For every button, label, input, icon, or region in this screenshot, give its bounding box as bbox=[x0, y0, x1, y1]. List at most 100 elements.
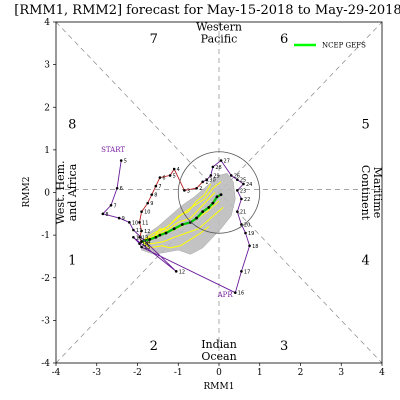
observed-day-label: 13 bbox=[142, 235, 148, 241]
observed-day-label: 12 bbox=[179, 269, 185, 275]
forecast-mean-point bbox=[172, 227, 176, 231]
observed-point bbox=[209, 174, 213, 177]
x-tick-label: 1 bbox=[257, 368, 263, 378]
observed-day-label: 4 bbox=[177, 167, 180, 173]
observed-day-label: 15 bbox=[144, 245, 150, 251]
observed-point bbox=[140, 229, 143, 233]
observed-point bbox=[119, 159, 123, 162]
x-tick-label: 4 bbox=[379, 368, 385, 378]
annotations: START APR bbox=[101, 146, 233, 299]
observed-point bbox=[205, 178, 209, 182]
forecast-mean-point bbox=[189, 220, 192, 224]
y-tick-label: -2 bbox=[41, 274, 50, 284]
observed-day-label: 8 bbox=[105, 212, 108, 218]
y-tick-label: -1 bbox=[41, 231, 50, 241]
observed-point bbox=[138, 242, 141, 245]
observed-point bbox=[174, 270, 178, 273]
observed-point bbox=[240, 197, 243, 201]
observed-day-label: 11 bbox=[142, 220, 148, 226]
observed-point bbox=[229, 174, 233, 177]
y-tick-label: 1 bbox=[44, 146, 50, 156]
observed-day-label: 12 bbox=[144, 229, 150, 235]
observed-point bbox=[140, 210, 143, 213]
observed-day-label: 17 bbox=[244, 269, 250, 275]
observed-day-label: 19 bbox=[248, 231, 254, 237]
x-tick-label: -1 bbox=[174, 368, 183, 378]
forecast-mean-point bbox=[211, 201, 215, 205]
ensemble-member-line bbox=[141, 183, 212, 242]
forecast-mean-point bbox=[195, 216, 198, 220]
phase-number: 1 bbox=[68, 254, 76, 269]
region-label-line: Ocean bbox=[201, 350, 236, 363]
phase-number: 7 bbox=[150, 32, 158, 47]
y-tick-label: 2 bbox=[44, 103, 50, 113]
y-tick-label: 4 bbox=[44, 18, 50, 28]
observed-point bbox=[109, 203, 113, 207]
observed-day-label: 22 bbox=[244, 197, 250, 203]
region-label-line: Continent bbox=[359, 165, 372, 221]
observed-day-label: 16 bbox=[238, 291, 244, 297]
observed-day-label: 20 bbox=[244, 222, 250, 228]
region-label: West. Hem. and Africa bbox=[54, 160, 79, 224]
region-label-line: Pacific bbox=[201, 33, 238, 46]
observed-point bbox=[158, 176, 162, 179]
observed-point bbox=[138, 221, 141, 224]
observed-point bbox=[117, 216, 121, 220]
phase-number: 4 bbox=[362, 254, 370, 269]
observed-point bbox=[240, 270, 243, 273]
observed-track-layer: 5678910111213141516171819202122232425262… bbox=[101, 159, 258, 297]
observed-day-label: 10 bbox=[132, 220, 138, 226]
annotation-label: START bbox=[101, 146, 125, 154]
observed-day-label: 27 bbox=[224, 159, 230, 165]
observed-day-label: 21 bbox=[240, 210, 246, 216]
observed-point bbox=[219, 159, 223, 162]
observed-point bbox=[211, 165, 215, 169]
observed-day-label: 10 bbox=[144, 210, 150, 216]
observed-day-label: 5 bbox=[173, 173, 176, 179]
y-axis-label: RMM2 bbox=[22, 177, 32, 208]
observed-track-line-recent bbox=[139, 168, 204, 242]
observed-point bbox=[195, 186, 198, 190]
legend: NCEP GEFS bbox=[294, 42, 366, 50]
observed-day-label: 6 bbox=[120, 186, 123, 192]
observed-day-label: 30 bbox=[209, 178, 215, 184]
observed-point bbox=[240, 223, 243, 226]
observed-day-label: 24 bbox=[246, 182, 252, 188]
observed-day-label: 18 bbox=[252, 244, 258, 250]
phase-number: 8 bbox=[68, 117, 76, 132]
observed-point bbox=[236, 210, 239, 213]
region-label-line: and Africa bbox=[66, 163, 79, 221]
observed-point bbox=[244, 231, 247, 235]
observed-point bbox=[140, 240, 143, 243]
phase-number: 5 bbox=[362, 117, 370, 132]
amplitude-circle bbox=[177, 151, 261, 234]
observed-day-label: 11 bbox=[136, 228, 142, 234]
x-tick-label: -2 bbox=[133, 368, 142, 378]
observed-point bbox=[236, 189, 239, 192]
annotation-label: APR bbox=[217, 291, 234, 299]
ensemble-member-line bbox=[141, 181, 222, 242]
forecast-mean-point bbox=[219, 193, 223, 197]
observed-point bbox=[146, 201, 149, 205]
region-label-line: Western bbox=[196, 21, 242, 34]
legend-label: NCEP GEFS bbox=[322, 42, 366, 50]
phase-number: 6 bbox=[280, 32, 288, 47]
observed-point bbox=[132, 235, 135, 239]
observed-day-label: 28 bbox=[215, 165, 221, 171]
y-tick-label: 0 bbox=[44, 189, 50, 199]
observed-point bbox=[168, 174, 172, 177]
observed-day-label: 6 bbox=[162, 176, 165, 182]
phase-number: 2 bbox=[150, 339, 158, 354]
x-axis-label: RMM1 bbox=[204, 382, 235, 392]
y-tick-label: 3 bbox=[44, 61, 50, 71]
observed-day-label: 8 bbox=[154, 193, 157, 199]
observed-day-label: 9 bbox=[150, 201, 153, 207]
x-tick-label: 0 bbox=[216, 368, 222, 378]
y-tick-label: -3 bbox=[41, 316, 50, 326]
x-tick-label: -3 bbox=[92, 368, 101, 378]
